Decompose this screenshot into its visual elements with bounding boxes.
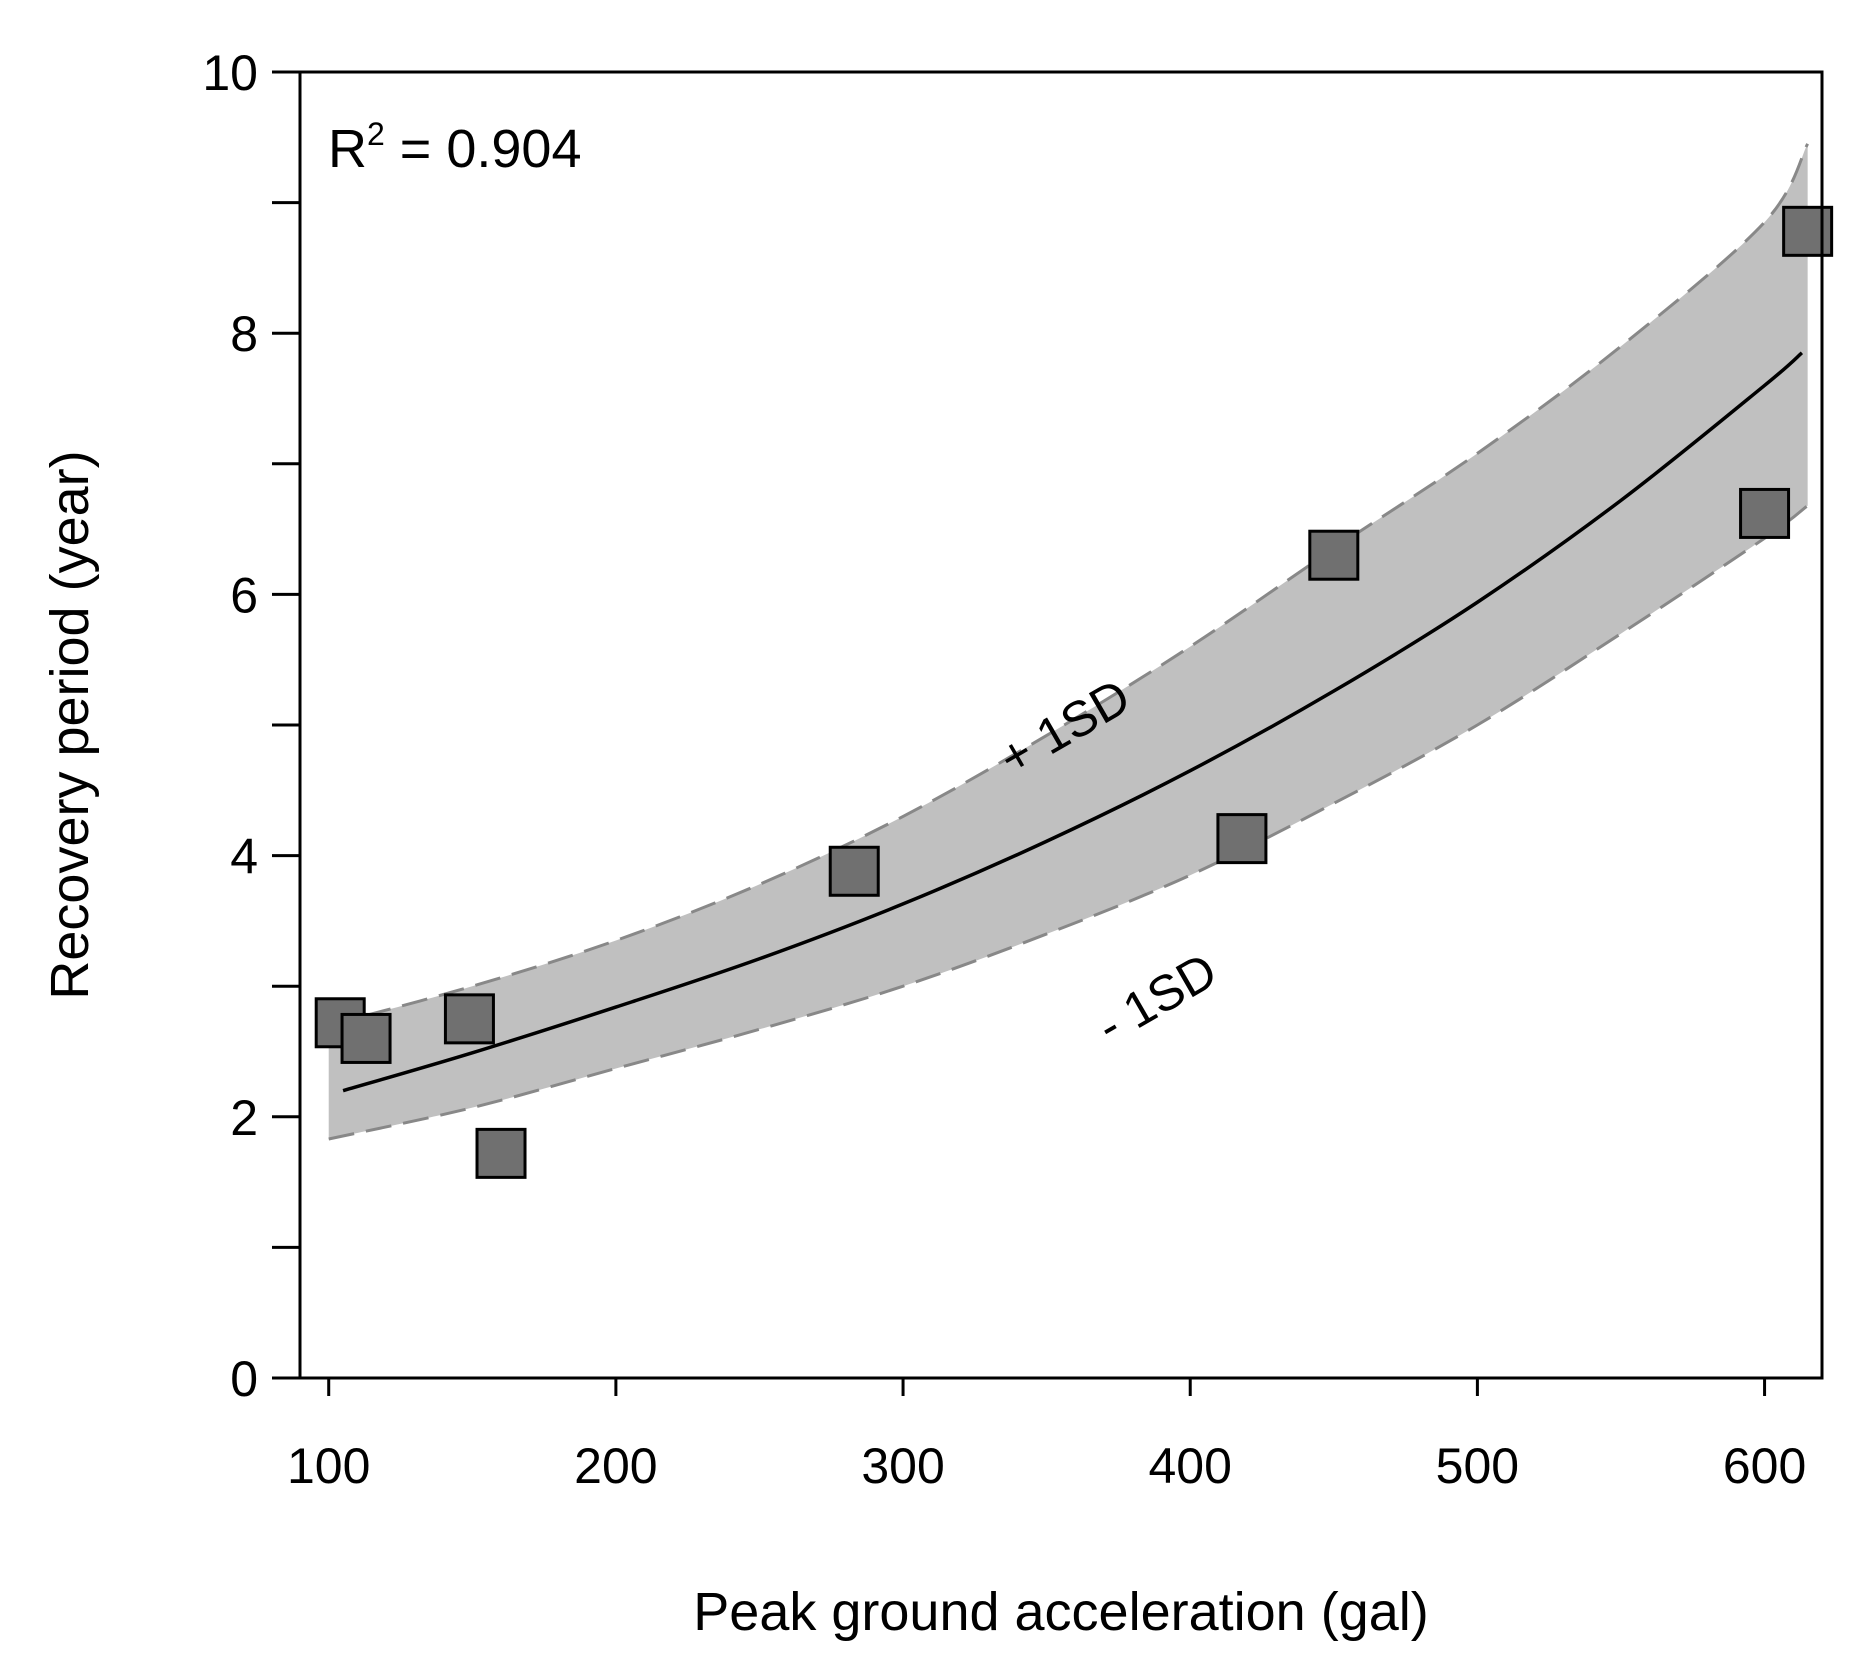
- sd-band-fill: [328, 143, 1808, 1140]
- y-tick-label: 0: [230, 1351, 258, 1407]
- plus-1sd-line: [328, 143, 1809, 1027]
- x-tick-label: 100: [287, 1438, 370, 1494]
- data-point: [475, 1127, 527, 1179]
- x-tick-label: 200: [574, 1438, 657, 1494]
- x-tick-label: 600: [1723, 1438, 1806, 1494]
- data-point: [443, 993, 495, 1045]
- x-axis-title: Peak ground acceleration (gal): [693, 1582, 1428, 1642]
- data-point: [340, 1012, 392, 1064]
- r2-value: = 0.904: [385, 119, 582, 179]
- r-squared-annotation: R2 = 0.904: [328, 116, 581, 179]
- x-tick-label: 300: [861, 1438, 944, 1494]
- y-tick-label: 4: [230, 829, 258, 885]
- sd-band-layer: [328, 143, 1809, 1141]
- data-point: [828, 845, 880, 897]
- y-tick-label: 6: [230, 567, 258, 623]
- fit-line: [342, 351, 1804, 1093]
- minus-1sd-label: - 1SD: [1087, 942, 1226, 1054]
- y-axis-title: Recovery period (year): [40, 450, 100, 999]
- data-points-layer: [314, 205, 1834, 1179]
- data-point: [1739, 487, 1791, 539]
- r2-prefix: R: [328, 119, 367, 179]
- y-tick-label: 8: [230, 306, 258, 362]
- y-tick-label: 2: [230, 1090, 258, 1146]
- data-point: [1782, 205, 1834, 257]
- axis-ticks-layer: 100 200 300 400 500 600 0 2 4 6 8 10: [202, 45, 1806, 1494]
- x-tick-label: 500: [1436, 1438, 1519, 1494]
- r2-superscript: 2: [367, 116, 385, 152]
- minus-1sd-line: [328, 504, 1809, 1141]
- data-point: [1308, 529, 1360, 581]
- x-tick-label: 400: [1149, 1438, 1232, 1494]
- y-tick-label: 10: [202, 45, 258, 101]
- data-point: [1216, 813, 1268, 865]
- fit-line-layer: [342, 351, 1804, 1093]
